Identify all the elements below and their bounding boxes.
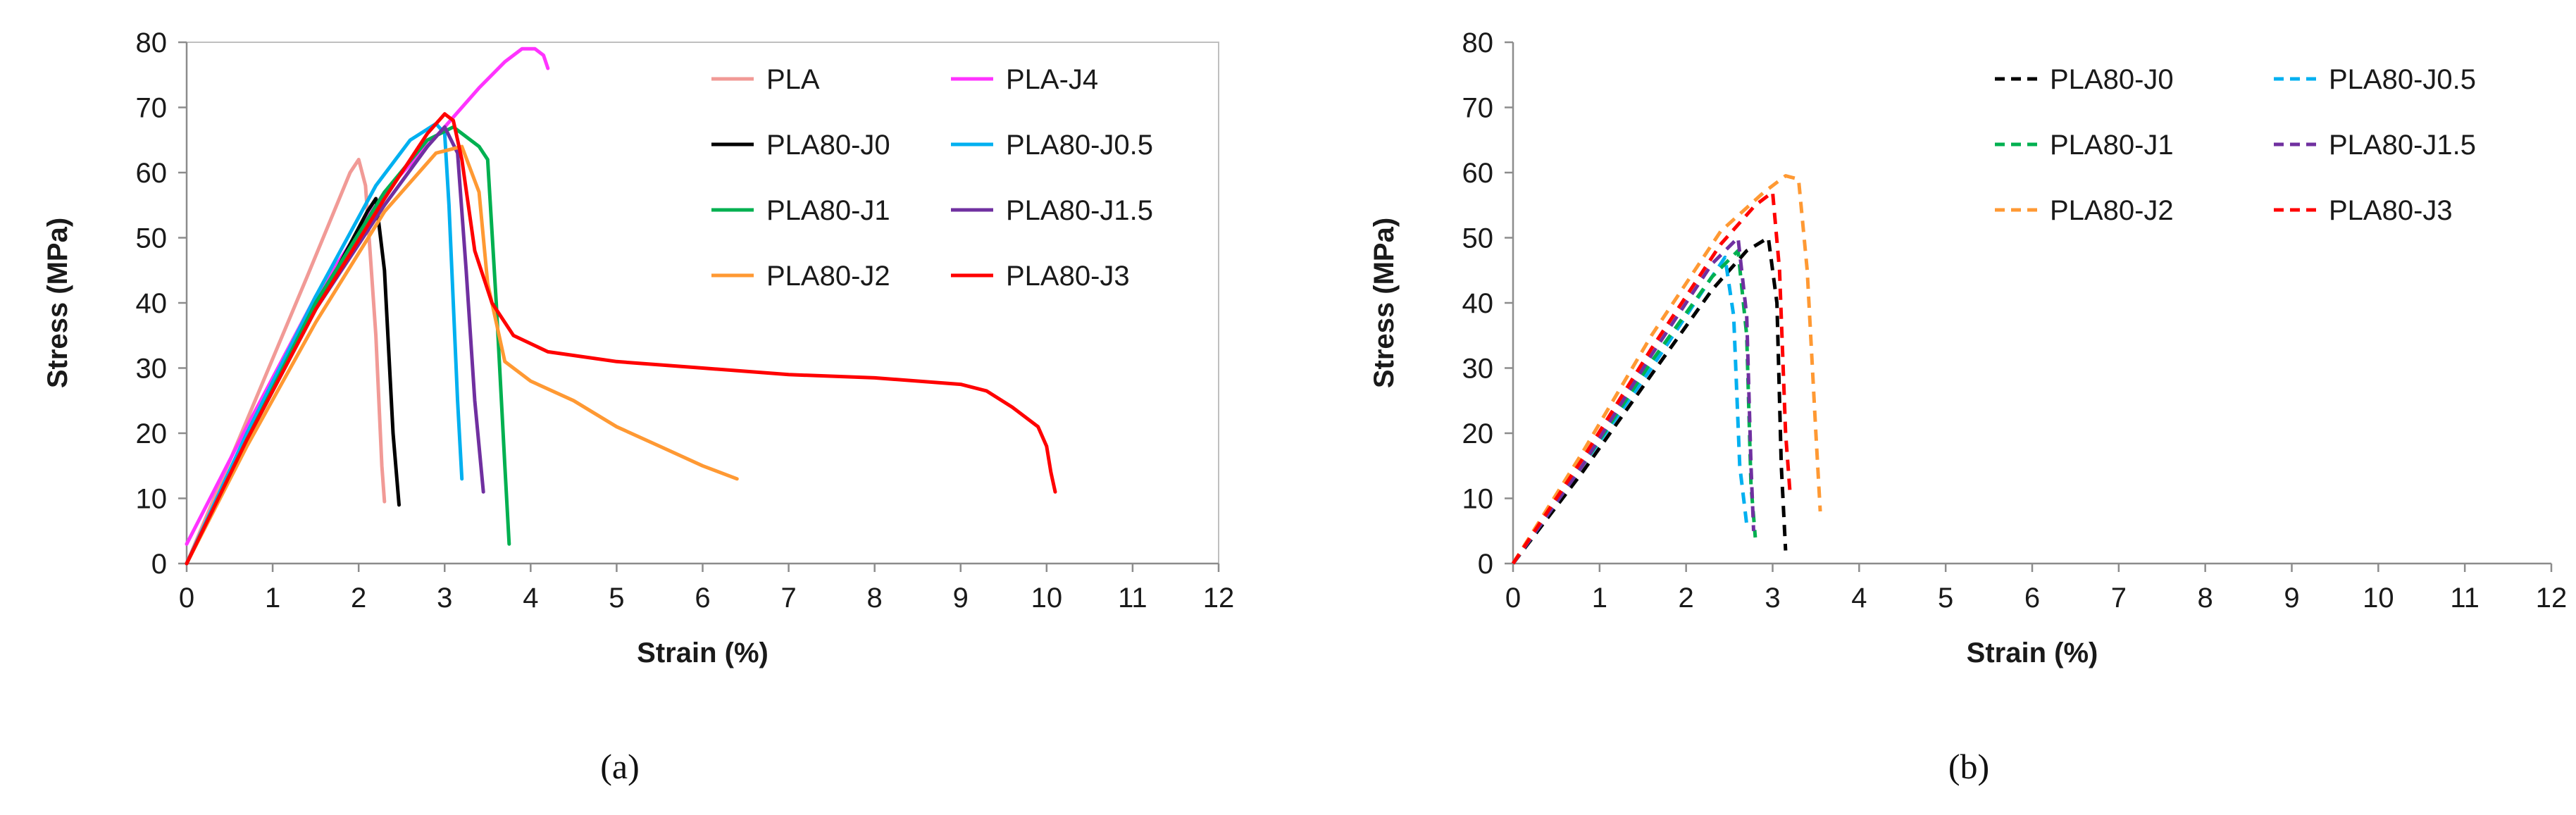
y-tick-label: 50 — [136, 223, 168, 254]
x-tick-label: 11 — [2450, 583, 2479, 614]
series-line-pla80-j2 — [1511, 174, 1822, 565]
y-tick-label: 20 — [1462, 418, 1494, 449]
x-tick-label: 12 — [1203, 583, 1235, 614]
x-tick-label: 11 — [1118, 583, 1147, 614]
legend-label-pla80-j2: PLA80-J2 — [2050, 195, 2174, 226]
legend-label-pla80-j0-5: PLA80-J0.5 — [2329, 64, 2476, 95]
legend-label-pla: PLA — [766, 64, 820, 95]
series-line-pla — [185, 158, 387, 566]
x-tick-label: 5 — [609, 583, 624, 614]
y-tick-label: 80 — [136, 27, 168, 58]
y-tick-label: 30 — [1462, 354, 1494, 385]
x-tick-label: 3 — [1765, 583, 1780, 614]
x-tick-label: 7 — [780, 583, 796, 614]
x-axis-title: Strain (%) — [1967, 637, 2098, 668]
legend-label-pla80-j1-5: PLA80-J1.5 — [2329, 130, 2476, 161]
legend-label-pla80-j2: PLA80-J2 — [766, 261, 890, 292]
y-tick-label: 40 — [1462, 288, 1494, 319]
x-tick-label: 9 — [2284, 583, 2299, 614]
y-tick-label: 50 — [1462, 223, 1494, 254]
series-line-pla-j4 — [185, 46, 550, 546]
legend-label-pla80-j0-5: PLA80-J0.5 — [1006, 130, 1153, 161]
x-tick-label: 8 — [867, 583, 883, 614]
x-tick-label: 9 — [953, 583, 969, 614]
y-axis-title: Stress (MPa) — [1369, 218, 1400, 388]
legend-label-pla80-j0: PLA80-J0 — [766, 130, 890, 161]
y-tick-label: 40 — [136, 288, 168, 319]
series-line-pla80-j3 — [185, 112, 1057, 566]
series-line-pla80-j0 — [185, 197, 401, 566]
y-tick-label: 10 — [1462, 484, 1494, 515]
legend-label-pla80-j3: PLA80-J3 — [2329, 195, 2453, 226]
legend-label-pla-j4: PLA-J4 — [1006, 64, 1098, 95]
chart-panel-b: 0 1 2 3 4 5 6 7 8 9 10 11 1201020304050607080Strain … — [1369, 27, 2567, 786]
y-tick-label: 20 — [136, 418, 168, 449]
x-tick-label: 1 — [1592, 583, 1607, 614]
series-line-pla80-j0 — [1512, 236, 1788, 565]
legend-label-pla80-j3: PLA80-J3 — [1006, 261, 1130, 292]
x-tick-label: 10 — [1031, 583, 1063, 614]
x-tick-label: 2 — [351, 583, 366, 614]
x-tick-label: 1 — [265, 583, 280, 614]
y-tick-label: 0 — [151, 549, 167, 580]
legend-label-pla80-j1: PLA80-J1 — [2050, 130, 2174, 161]
x-tick-label: 3 — [437, 583, 452, 614]
x-tick-label: 12 — [2536, 583, 2568, 614]
legend-label-pla80-j1: PLA80-J1 — [766, 195, 890, 226]
x-tick-label: 7 — [2111, 583, 2127, 614]
y-tick-label: 70 — [136, 93, 168, 124]
legend-label-pla80-j1-5: PLA80-J1.5 — [1006, 195, 1153, 226]
y-tick-label: 60 — [1462, 158, 1494, 189]
series-line-pla80-j0-5 — [185, 122, 464, 566]
y-tick-label: 60 — [136, 158, 168, 189]
x-axis-title: Strain (%) — [637, 637, 769, 668]
y-tick-label: 0 — [1478, 549, 1493, 580]
x-tick-label: 6 — [2024, 583, 2040, 614]
x-tick-label: 2 — [1679, 583, 1694, 614]
y-tick-label: 30 — [136, 354, 168, 385]
y-tick-label: 10 — [136, 484, 168, 515]
x-tick-label: 0 — [1505, 583, 1521, 614]
x-tick-label: 0 — [179, 583, 194, 614]
x-tick-label: 4 — [523, 583, 538, 614]
x-tick-label: 4 — [1851, 583, 1867, 614]
chart-panel-a: 0 1 2 3 4 5 6 7 8 9 10 11 1201020304050607080Strain … — [42, 27, 1234, 786]
y-tick-label: 70 — [1462, 93, 1494, 124]
panel-label: (b) — [1948, 747, 1989, 786]
x-tick-label: 5 — [1938, 583, 1953, 614]
plot-frame — [186, 42, 1219, 564]
x-tick-label: 6 — [695, 583, 710, 614]
series-line-pla80-j1-5 — [1511, 236, 1755, 565]
x-tick-label: 10 — [2363, 583, 2394, 614]
series-line-pla80-j1-5 — [185, 125, 485, 566]
y-tick-label: 80 — [1462, 27, 1494, 58]
x-tick-label: 8 — [2198, 583, 2213, 614]
y-axis-title: Stress (MPa) — [42, 218, 73, 388]
legend-label-pla80-j0: PLA80-J0 — [2050, 64, 2174, 95]
series-line-pla80-j2 — [185, 144, 739, 566]
panel-label: (a) — [600, 747, 640, 786]
